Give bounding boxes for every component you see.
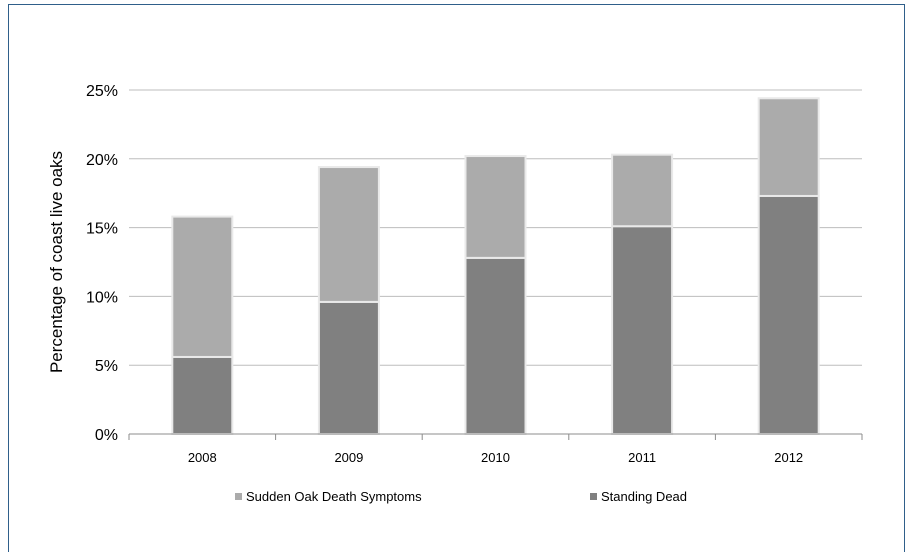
- x-tick-label: 2011: [628, 450, 656, 465]
- legend-swatch: [590, 493, 597, 500]
- bar-2010-sudden-oak-death: [464, 155, 527, 259]
- bar-2008-sudden-oak-death: [171, 215, 234, 358]
- y-axis-title: Percentage of coast live oaks: [47, 151, 66, 373]
- y-tick-label: 0%: [95, 427, 118, 444]
- legend-swatch: [235, 493, 242, 500]
- bar-2009-sudden-oak-death: [317, 166, 380, 303]
- y-tick-label: 20%: [86, 152, 118, 169]
- x-tick-label: 2008: [188, 450, 217, 465]
- bars: [171, 97, 820, 436]
- x-tick-label: 2010: [481, 450, 510, 465]
- x-tick-label: 2009: [334, 450, 363, 465]
- x-axis: 2008 2009 2010 2011 2012: [128, 433, 863, 465]
- y-tick-labels: 0% 5% 10% 15% 20% 25%: [86, 83, 118, 444]
- bar-2012-sudden-oak-death: [757, 97, 820, 197]
- bar-2011-standing-dead: [611, 225, 674, 435]
- bar-2011-sudden-oak-death: [611, 153, 674, 228]
- chart-frame: [8, 4, 905, 552]
- legend-label: Standing Dead: [601, 489, 687, 504]
- y-tick-label: 15%: [86, 221, 118, 238]
- x-tick-label: 2012: [774, 450, 803, 465]
- bar-2012-standing-dead: [757, 194, 820, 435]
- y-tick-label: 25%: [86, 83, 118, 100]
- legend-label: Sudden Oak Death Symptoms: [246, 489, 422, 504]
- bar-2010-standing-dead: [464, 256, 527, 436]
- y-tick-label: 5%: [95, 358, 118, 375]
- y-tick-label: 10%: [86, 289, 118, 306]
- legend: Sudden Oak Death Symptoms Standing Dead: [235, 489, 687, 504]
- bar-2009-standing-dead: [317, 300, 380, 435]
- bar-2008-standing-dead: [171, 355, 234, 435]
